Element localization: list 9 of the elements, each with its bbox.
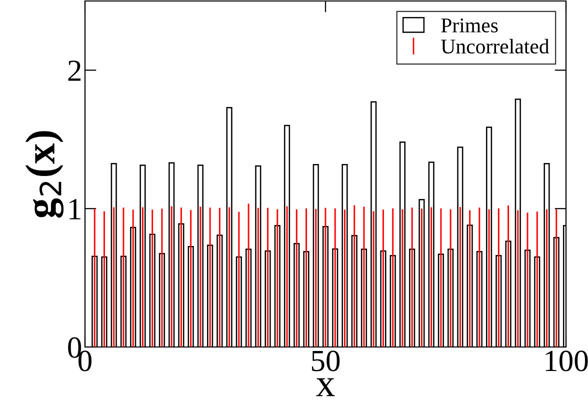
y-axis-title: g$_{2}$(x) — [25, 131, 64, 218]
legend-label: Uncorrelated — [441, 38, 550, 54]
x-axis-title: x — [316, 378, 335, 396]
x-tick-label: 50 — [312, 350, 340, 372]
x-tick-label: 100 — [546, 350, 588, 372]
legend-label: Primes — [441, 18, 498, 32]
y-tick-label: 1 — [70, 199, 80, 220]
y-tick-label: 0 — [68, 337, 82, 358]
y-tick-label: 2 — [68, 60, 81, 81]
